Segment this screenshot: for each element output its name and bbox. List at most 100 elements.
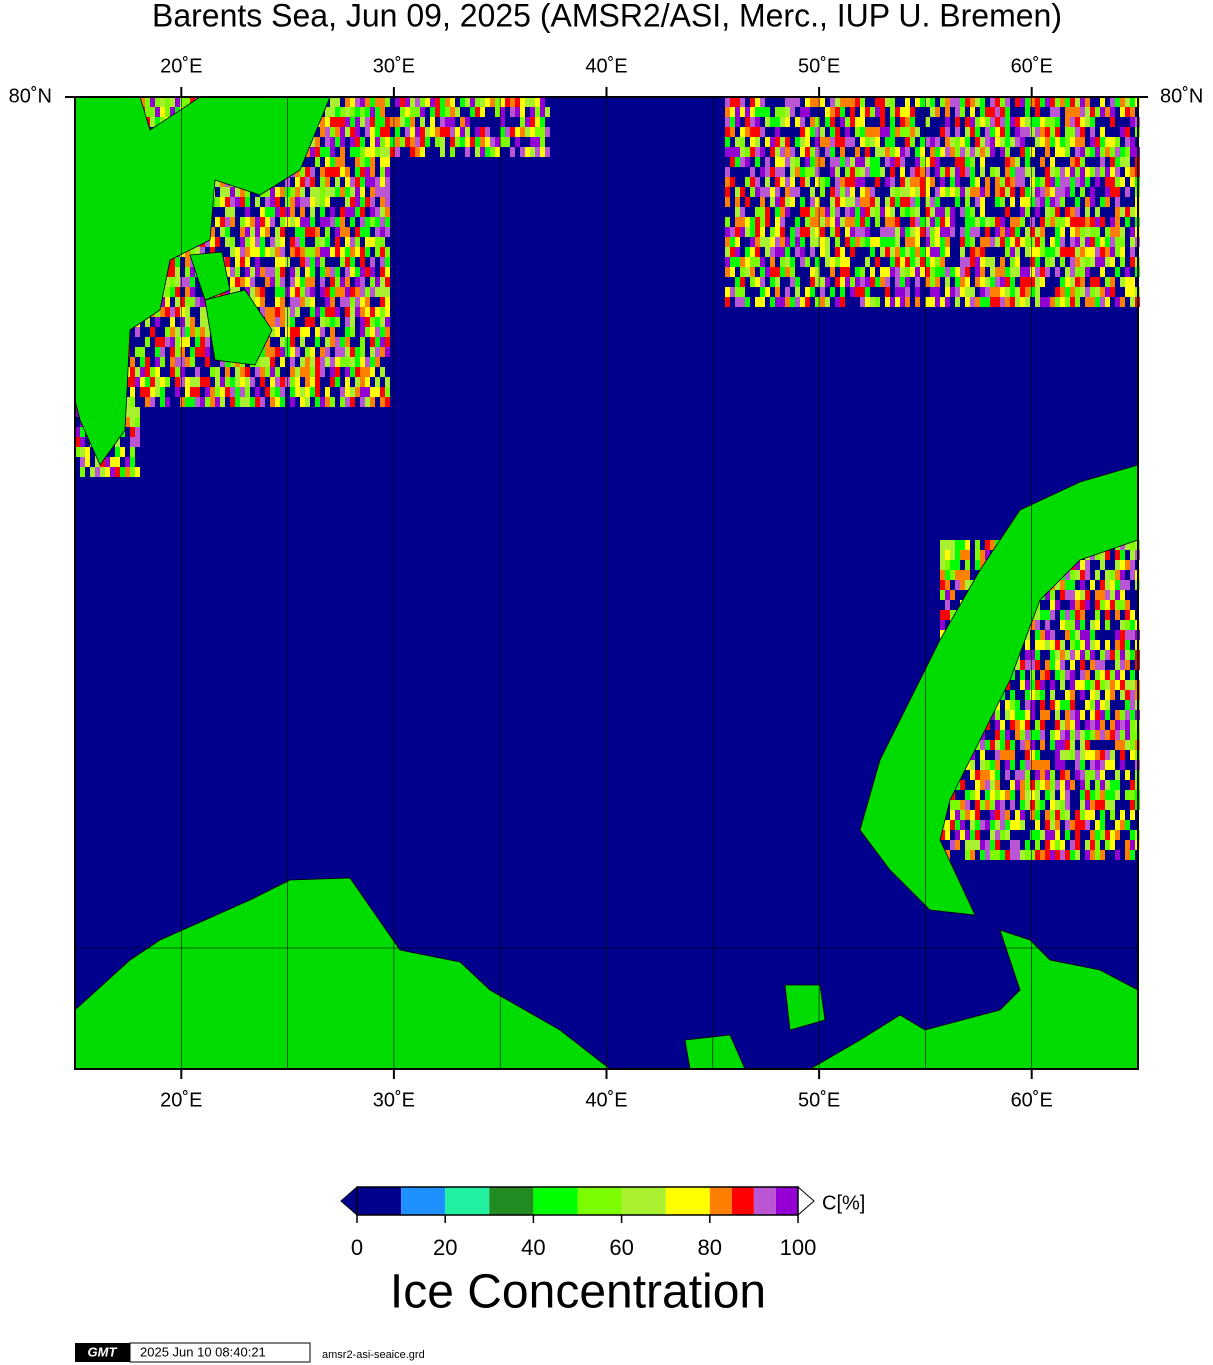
ice-cell <box>760 207 765 217</box>
ice-cell <box>750 237 755 247</box>
ice-cell <box>1125 287 1130 297</box>
ice-cell <box>375 227 380 237</box>
ice-cell <box>515 97 520 107</box>
ice-cell <box>1100 760 1105 770</box>
ice-cell <box>995 97 1000 107</box>
ice-cell <box>925 257 930 267</box>
ice-cell <box>1090 730 1095 740</box>
ice-cell <box>930 107 935 117</box>
ice-cell <box>340 357 345 367</box>
ice-cell <box>755 137 760 147</box>
ice-cell <box>755 177 760 187</box>
ice-cell <box>725 97 730 107</box>
ice-cell <box>995 750 1000 760</box>
ice-cell <box>240 387 245 397</box>
ice-cell <box>325 157 330 167</box>
ice-cell <box>265 207 270 217</box>
ice-cell <box>895 197 900 207</box>
ice-cell <box>1075 850 1080 860</box>
ice-cell <box>1060 620 1065 630</box>
ice-cell <box>260 227 265 237</box>
ice-cell <box>1115 850 1120 860</box>
ice-cell <box>975 820 980 830</box>
ice-cell <box>350 397 355 407</box>
ice-cell <box>210 227 215 237</box>
ice-cell <box>990 850 995 860</box>
ice-cell <box>1050 107 1055 117</box>
colorbar-tick-label: 20 <box>433 1235 457 1260</box>
ice-cell <box>335 347 340 357</box>
ice-cell <box>960 247 965 257</box>
ice-cell <box>370 117 375 127</box>
ice-cell <box>955 277 960 287</box>
ice-cell <box>980 770 985 780</box>
ice-cell <box>1130 740 1135 750</box>
ice-cell <box>1000 740 1005 750</box>
ice-cell <box>775 137 780 147</box>
ice-cell <box>1070 277 1075 287</box>
ice-cell <box>350 307 355 317</box>
ice-cell <box>800 147 805 157</box>
ice-cell <box>1040 610 1045 620</box>
ice-cell <box>1050 117 1055 127</box>
ice-cell <box>350 317 355 327</box>
ice-cell <box>840 157 845 167</box>
ice-cell <box>1130 670 1135 680</box>
ice-cell <box>965 830 970 840</box>
ice-cell <box>975 540 980 550</box>
ice-cell <box>1025 630 1030 640</box>
ice-cell <box>265 347 270 357</box>
ice-cell <box>950 217 955 227</box>
ice-cell <box>485 137 490 147</box>
ice-cell <box>1035 107 1040 117</box>
ice-cell <box>170 97 175 107</box>
ice-cell <box>735 117 740 127</box>
ice-cell <box>320 347 325 357</box>
ice-cell <box>890 197 895 207</box>
ice-cell <box>995 117 1000 127</box>
ice-cell <box>340 387 345 397</box>
ice-cell <box>750 257 755 267</box>
ice-cell <box>745 157 750 167</box>
ice-cell <box>345 187 350 197</box>
ice-cell <box>385 327 390 337</box>
ice-cell <box>255 367 260 377</box>
colorbar-bin <box>445 1187 490 1215</box>
ice-cell <box>275 237 280 247</box>
ice-cell <box>1125 690 1130 700</box>
ice-cell <box>200 317 205 327</box>
ice-cell <box>290 337 295 347</box>
ice-cell <box>155 367 160 377</box>
ice-cell <box>980 277 985 287</box>
ice-cell <box>1115 590 1120 600</box>
ice-cell <box>520 107 525 117</box>
ice-cell <box>820 137 825 147</box>
ice-cell <box>815 277 820 287</box>
ice-cell <box>855 217 860 227</box>
ice-cell <box>785 177 790 187</box>
ice-cell <box>385 97 390 107</box>
ice-cell <box>375 117 380 127</box>
ice-cell <box>865 257 870 267</box>
ice-cell <box>1000 820 1005 830</box>
ice-cell <box>950 800 955 810</box>
ice-cell <box>1070 650 1075 660</box>
ice-cell <box>165 307 170 317</box>
ice-cell <box>460 137 465 147</box>
ice-cell <box>1040 187 1045 197</box>
ice-cell <box>1055 580 1060 590</box>
ice-cell <box>1075 640 1080 650</box>
ice-cell <box>1060 810 1065 820</box>
ice-cell <box>880 117 885 127</box>
ice-cell <box>830 127 835 137</box>
ice-cell <box>915 187 920 197</box>
ice-cell <box>990 820 995 830</box>
ice-cell <box>130 467 135 477</box>
ice-cell <box>990 770 995 780</box>
ice-cell <box>1105 780 1110 790</box>
ice-cell <box>510 147 515 157</box>
ice-cell <box>885 197 890 207</box>
ice-cell <box>1090 800 1095 810</box>
ice-cell <box>1100 790 1105 800</box>
ice-cell <box>845 227 850 237</box>
